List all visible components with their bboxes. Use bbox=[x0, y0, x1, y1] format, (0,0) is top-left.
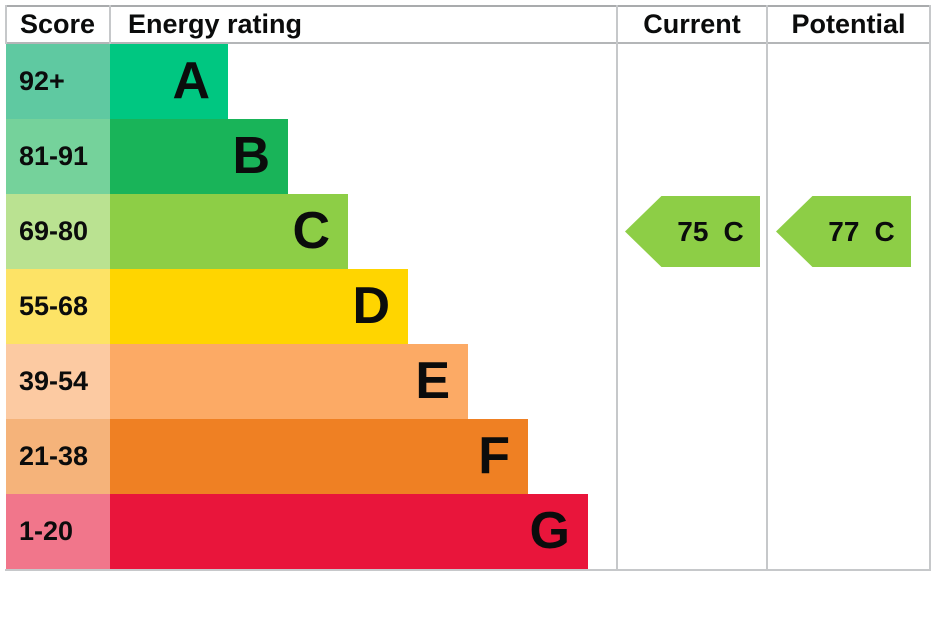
table-top-border bbox=[5, 5, 931, 7]
potential-rating-band: C bbox=[874, 215, 895, 247]
score-range-b: 81-91 bbox=[6, 119, 110, 194]
band-row-b: 81-91 B bbox=[6, 119, 617, 194]
current-rating-value: 75 bbox=[677, 215, 709, 247]
band-bar-e: E bbox=[110, 344, 468, 419]
band-row-e: 39-54 E bbox=[6, 344, 617, 419]
current-column-header: Current bbox=[643, 9, 741, 39]
band-bar-d: D bbox=[110, 269, 408, 344]
score-range-a: 92+ bbox=[6, 44, 110, 119]
current-rating-arrow: 75 C bbox=[625, 196, 760, 267]
score-column-header: Score bbox=[19, 9, 96, 39]
potential-column-header: Potential bbox=[791, 9, 906, 39]
score-range-g: 1-20 bbox=[6, 494, 110, 569]
current-rating-band: C bbox=[723, 215, 744, 247]
current-column-divider bbox=[616, 5, 618, 571]
band-row-g: 1-20 G bbox=[6, 494, 617, 569]
band-row-d: 55-68 D bbox=[6, 269, 617, 344]
band-bar-c: C bbox=[110, 194, 348, 269]
header-bottom-border bbox=[5, 42, 931, 44]
energy-rating-column-header: Energy rating bbox=[128, 9, 303, 39]
band-bar-b: B bbox=[110, 119, 288, 194]
band-row-a: 92+ A bbox=[6, 44, 617, 119]
band-row-c: 69-80 C bbox=[6, 194, 617, 269]
table-right-border bbox=[929, 5, 931, 571]
score-range-e: 39-54 bbox=[6, 344, 110, 419]
potential-column-divider bbox=[766, 5, 768, 571]
table-bottom-border bbox=[5, 569, 931, 571]
band-bar-a: A bbox=[110, 44, 228, 119]
potential-rating-arrow: 77 C bbox=[776, 196, 911, 267]
band-bar-f: F bbox=[110, 419, 528, 494]
band-bar-g: G bbox=[110, 494, 588, 569]
score-range-c: 69-80 bbox=[6, 194, 110, 269]
score-column-divider bbox=[109, 5, 111, 44]
score-range-f: 21-38 bbox=[6, 419, 110, 494]
band-row-f: 21-38 F bbox=[6, 419, 617, 494]
score-range-d: 55-68 bbox=[6, 269, 110, 344]
header-left-border bbox=[5, 5, 7, 44]
potential-rating-value: 77 bbox=[828, 215, 860, 247]
